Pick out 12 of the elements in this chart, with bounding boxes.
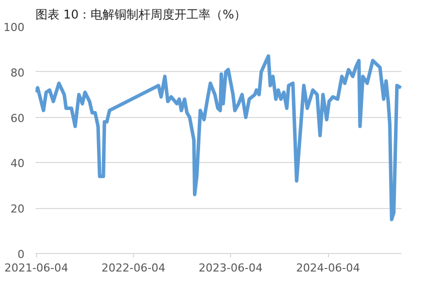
y-tick-label: 100 — [4, 21, 25, 34]
x-tick-label: 2022-06-04 — [101, 262, 166, 274]
x-tick-label: 2023-06-04 — [198, 262, 263, 274]
x-tick-label: 2021-06-04 — [4, 262, 68, 274]
y-tick-label: 40 — [10, 157, 25, 170]
x-tick-label: 2024-06-04 — [296, 262, 360, 274]
y-tick-label: 20 — [10, 202, 25, 216]
chart-title: 图表 10：电解铜制杆周度开工率（%） — [36, 8, 246, 22]
y-tick-label: 0 — [18, 248, 24, 261]
y-tick-label: 80 — [10, 66, 25, 80]
y-tick-label: 60 — [10, 112, 25, 125]
line-series — [36, 54, 402, 222]
